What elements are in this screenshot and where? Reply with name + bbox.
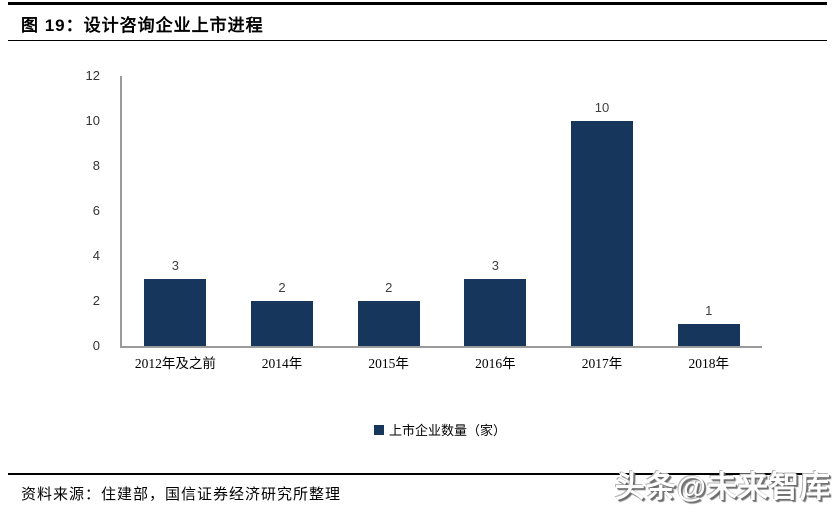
- watermark: 头条@未来智库: [614, 471, 831, 504]
- bar: [357, 301, 420, 346]
- legend-swatch: [373, 424, 384, 435]
- footer-divider-rule: [8, 473, 827, 475]
- x-axis-label: 2018年: [688, 356, 729, 371]
- x-axis-label: 2015年: [368, 356, 409, 371]
- x-axis-label: 2012年及之前: [134, 356, 216, 371]
- plot-area: 3 2 2 3 10 1: [120, 76, 762, 348]
- bar: [251, 301, 313, 346]
- y-axis-tick-label: 2: [92, 293, 100, 308]
- bar-value-label: 3: [491, 257, 499, 273]
- bar: [677, 323, 740, 346]
- top-border-rule: [8, 2, 827, 5]
- bar-column: 1: [655, 76, 762, 346]
- bar-column: 3: [442, 76, 549, 346]
- bar-column: 3: [122, 76, 229, 346]
- x-axis-label: 2017年: [581, 356, 623, 371]
- y-axis: 0 2 4 6 8 10 12: [70, 68, 110, 353]
- y-axis-tick-label: 12: [85, 68, 100, 83]
- x-axis: 2012年及之前 2014年 2015年 2016年 2017年 2018年: [122, 352, 762, 372]
- y-axis-tick-label: 0: [92, 338, 100, 353]
- bar-value-label: 2: [385, 280, 393, 295]
- bar-value-label: 1: [705, 302, 713, 318]
- y-axis-tick-label: 8: [92, 158, 100, 173]
- figure-title: 图 19：设计咨询企业上市进程: [21, 16, 264, 35]
- bar: [144, 278, 207, 346]
- bar: [464, 278, 527, 346]
- title-divider-rule: [8, 40, 827, 41]
- bars-container: 3 2 2 3 10 1: [122, 76, 762, 346]
- y-axis-tick-label: 10: [85, 113, 100, 128]
- bar-column: 2: [335, 76, 442, 346]
- x-axis-label: 2016年: [475, 356, 516, 371]
- y-axis-tick-label: 6: [92, 203, 100, 218]
- x-axis-label: 2014年: [261, 356, 303, 371]
- bar-value-label: 2: [278, 280, 286, 295]
- bar-column: 2: [229, 76, 336, 346]
- chart-legend: 上市企业数量（家）: [120, 420, 760, 439]
- y-axis-tick-label: 4: [92, 248, 100, 263]
- legend-label: 上市企业数量（家）: [388, 423, 506, 438]
- bar-column: 10: [549, 76, 656, 346]
- bar: [571, 121, 634, 346]
- source-note: 资料来源：住建部，国信证券经济研究所整理: [21, 487, 342, 503]
- bar-value-label: 10: [594, 100, 610, 115]
- bar-value-label: 3: [171, 257, 179, 273]
